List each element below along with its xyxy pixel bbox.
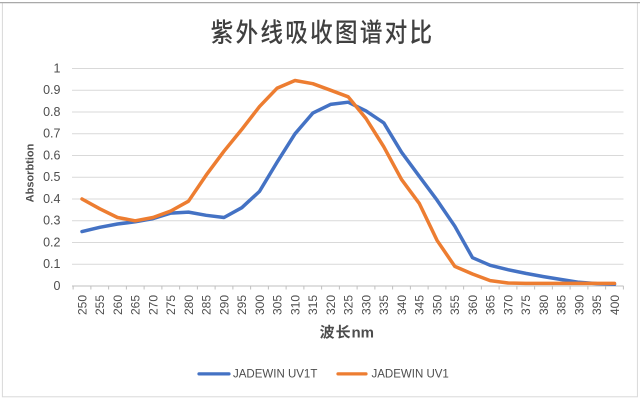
svg-text:370: 370 — [501, 295, 515, 315]
svg-text:0.6: 0.6 — [43, 148, 60, 162]
svg-text:335: 335 — [377, 295, 391, 315]
svg-text:310: 310 — [288, 295, 302, 315]
svg-text:0.5: 0.5 — [43, 170, 60, 184]
svg-text:275: 275 — [164, 295, 178, 315]
svg-text:0.2: 0.2 — [43, 235, 60, 249]
svg-text:365: 365 — [484, 295, 498, 315]
svg-text:0: 0 — [54, 279, 61, 293]
svg-text:0.3: 0.3 — [43, 214, 60, 228]
svg-text:0.4: 0.4 — [43, 192, 60, 206]
svg-text:380: 380 — [537, 295, 551, 315]
svg-text:270: 270 — [146, 295, 160, 315]
svg-text:0.9: 0.9 — [43, 83, 60, 97]
svg-text:315: 315 — [306, 295, 320, 315]
svg-text:395: 395 — [590, 295, 604, 315]
svg-text:nm: nm — [352, 325, 375, 342]
svg-text:355: 355 — [448, 295, 462, 315]
svg-text:255: 255 — [93, 295, 107, 315]
svg-text:0.7: 0.7 — [43, 127, 60, 141]
svg-text:345: 345 — [413, 295, 427, 315]
svg-text:305: 305 — [271, 295, 285, 315]
svg-text:385: 385 — [555, 295, 569, 315]
svg-text:375: 375 — [519, 295, 533, 315]
svg-text:350: 350 — [430, 295, 444, 315]
svg-text:340: 340 — [395, 295, 409, 315]
svg-text:290: 290 — [217, 295, 231, 315]
svg-text:280: 280 — [182, 295, 196, 315]
svg-text:360: 360 — [466, 295, 480, 315]
svg-text:285: 285 — [200, 295, 214, 315]
svg-text:400: 400 — [608, 295, 622, 315]
svg-text:325: 325 — [342, 295, 356, 315]
svg-text:390: 390 — [572, 295, 586, 315]
svg-text:300: 300 — [253, 295, 267, 315]
svg-text:250: 250 — [75, 295, 89, 315]
svg-text:0.1: 0.1 — [43, 257, 60, 271]
svg-text:330: 330 — [359, 295, 373, 315]
svg-text:0.8: 0.8 — [43, 105, 60, 119]
svg-text:JADEWIN UV1T: JADEWIN UV1T — [233, 369, 317, 381]
svg-text:JADEWIN UV1: JADEWIN UV1 — [372, 369, 449, 381]
svg-text:265: 265 — [129, 295, 143, 315]
svg-text:1: 1 — [54, 61, 61, 75]
svg-text:260: 260 — [111, 295, 125, 315]
svg-text:Absorbtion: Absorbtion — [25, 143, 37, 202]
svg-text:295: 295 — [235, 295, 249, 315]
svg-text:320: 320 — [324, 295, 338, 315]
